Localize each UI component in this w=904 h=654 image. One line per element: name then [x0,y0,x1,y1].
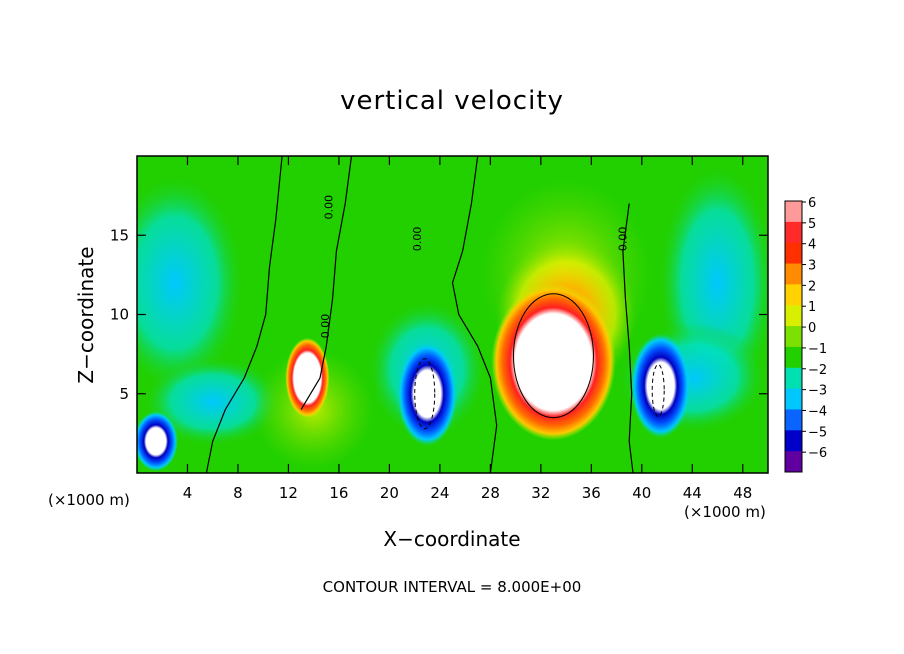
x-tick-label: 20 [380,484,399,502]
y-tick-label: 15 [110,226,129,244]
colorbar-label: 6 [808,196,816,211]
x-unit-right: (×1000 m) [684,503,766,521]
feature-updraft [285,337,330,418]
colorbar-label: −5 [808,425,827,440]
colorbar-label: 2 [808,279,816,294]
x-tick-label: 16 [329,484,348,502]
colorbar-swatch [785,242,802,265]
feature-downdraft [137,411,178,472]
contour-lines [205,156,665,473]
colorbar-swatch [785,388,802,410]
zero-contour [205,156,283,473]
colorbar-swatch [785,201,802,223]
colorbar-label: −3 [808,384,827,399]
y-axis-label: Z−coordinate [74,246,98,384]
zero-contour [622,203,634,473]
feature-downdraft [630,333,691,438]
downdraft-contour [651,364,665,418]
colorbar-label: 0 [808,321,816,336]
colorbar-swatch [785,367,802,390]
colorbar-swatch [785,346,802,369]
x-tick-label: 8 [233,484,243,502]
x-tick-label: 32 [531,484,550,502]
colorbar-label: 1 [808,300,816,315]
x-tick-label: 36 [582,484,601,502]
downdraft-contour [414,358,436,430]
colorbar-label: −6 [808,446,827,461]
x-unit-left: (×1000 m) [48,491,130,509]
colorbar-swatch [785,409,802,431]
x-tick-label: 28 [481,484,500,502]
y-tick-label: 10 [110,306,129,324]
colorbar-frame [784,200,803,473]
colorbar-label: −2 [808,363,827,378]
field-blob [142,356,283,447]
colorbar-label: −4 [808,404,827,419]
colorbar-label: −1 [808,342,827,357]
zero-contour [451,156,498,473]
contour-label: 0.00 [319,314,332,339]
x-tick-label: 4 [183,484,193,502]
colorbar-swatch [785,305,802,327]
x-tick-label: 12 [279,484,298,502]
zero-contour [300,156,353,410]
x-tick-label: 24 [430,484,449,502]
colorbar-swatch [785,430,802,452]
y-axis: 5 10 15 [110,226,768,403]
field-blob [137,172,245,393]
colorbar-label: 5 [808,217,816,232]
colorbar-swatch [785,221,802,244]
x-tick-label: 44 [683,484,702,502]
contour-labels: 0.00 0.00 0.00 0.00 [319,195,630,338]
contour-label: 0.00 [617,227,630,252]
heatmap-field [137,156,768,473]
colorbar: 6 5 4 3 2 1 0 −1 −2 −3 −4 −5 −6 [784,196,827,473]
contour-interval: CONTOUR INTERVAL = 8.000E+00 [322,578,582,596]
x-tick-label: 40 [632,484,651,502]
contour-label: 0.00 [411,227,424,252]
feature-main-updraft [491,284,616,441]
x-axis: 4 8 12 16 20 24 28 32 36 40 44 48 [183,156,752,502]
colorbar-swatch [785,451,802,473]
contour-label: 0.00 [323,195,336,220]
feature-downdraft [397,341,458,446]
updraft-contour [512,293,594,419]
colorbar-label: 3 [808,259,816,274]
colorbar-swatch [785,326,802,348]
chart-title: vertical velocity [340,86,564,116]
colorbar-label: 4 [808,238,816,253]
colorbar-swatch [785,263,802,285]
x-axis-label: X−coordinate [383,527,521,551]
colorbar-swatch [785,284,802,306]
x-tick-label: 48 [733,484,752,502]
y-tick-label: 5 [119,385,129,403]
